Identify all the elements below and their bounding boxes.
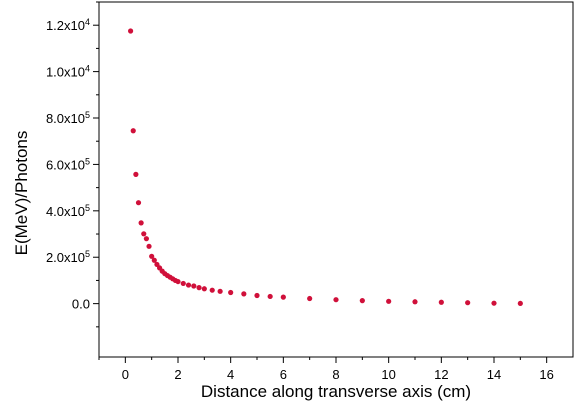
data-point <box>185 282 192 288</box>
data-point <box>280 294 286 300</box>
plot-frame <box>98 1 574 358</box>
y-tick-mantissa: 4.0x10 <box>46 204 85 219</box>
y-tick-label: 6.0x105 <box>46 156 90 172</box>
data-point <box>254 292 260 299</box>
x-axis-title: Distance along transverse axis (cm) <box>201 382 471 401</box>
x-tick-label: 10 <box>381 367 395 382</box>
x-tick-label: 12 <box>434 367 448 382</box>
y-tick-label: 0.0 <box>72 297 90 312</box>
data-point <box>135 200 142 206</box>
y-tick-exponent: 5 <box>85 203 90 213</box>
x-tick-label: 4 <box>227 367 234 382</box>
data-point <box>491 300 497 306</box>
data-point <box>307 295 313 302</box>
x-tick-label: 2 <box>174 367 181 382</box>
x-tick-label: 14 <box>487 367 501 382</box>
data-point <box>333 297 339 303</box>
y-tick-mantissa: 6.0x10 <box>46 157 85 172</box>
data-point <box>141 231 147 237</box>
y-tick-exponent: 4 <box>85 17 90 27</box>
data-point <box>217 288 223 294</box>
data-point <box>130 128 136 134</box>
y-tick-label: 4.0x105 <box>46 203 90 219</box>
data-point <box>241 291 247 297</box>
data-point <box>438 299 444 305</box>
data-point <box>180 280 186 287</box>
plot-border <box>98 1 574 358</box>
y-tick-mantissa: 1.0x10 <box>46 65 85 80</box>
data-point <box>191 283 197 289</box>
data-point <box>151 257 157 263</box>
x-tick-label: 16 <box>539 367 553 382</box>
x-tick-label: 6 <box>280 367 287 382</box>
y-tick-mantissa: 8.0x10 <box>46 111 85 126</box>
y-axis-title: E(MeV)/Photons <box>12 131 31 256</box>
data-points <box>128 28 523 307</box>
data-point <box>465 300 471 306</box>
data-point <box>228 289 234 296</box>
data-point <box>146 243 152 249</box>
y-tick-mantissa: 1.2x10 <box>46 18 85 33</box>
data-point <box>133 171 139 177</box>
x-tick-label: 8 <box>332 367 339 382</box>
y-tick-mantissa: 2.0x10 <box>46 250 85 265</box>
x-axis-ticks: 0 2 4 6 8 10 12 14 16 <box>98 357 554 382</box>
data-point <box>359 298 365 304</box>
y-tick-label: 1.0x104 <box>46 64 90 80</box>
y-tick-label: 1.2x104 <box>46 17 90 33</box>
data-point <box>149 253 155 259</box>
data-point <box>412 299 418 305</box>
y-tick-exponent: 5 <box>85 249 90 259</box>
y-tick-exponent: 5 <box>85 156 90 166</box>
data-point <box>138 220 144 226</box>
data-point <box>128 28 134 34</box>
data-point <box>143 236 149 242</box>
y-axis-ticks: 0.02.0x1054.0x1056.0x1058.0x1051.0x1041.… <box>46 1 99 328</box>
data-point <box>201 286 207 292</box>
y-tick-exponent: 4 <box>85 64 90 74</box>
data-point <box>175 278 181 285</box>
data-point <box>209 287 215 293</box>
y-tick-exponent: 5 <box>85 110 90 120</box>
data-point <box>386 298 392 304</box>
x-tick-label: 0 <box>122 367 129 382</box>
data-point <box>517 300 523 307</box>
data-point <box>196 285 202 291</box>
y-tick-label: 2.0x105 <box>46 249 90 265</box>
data-point <box>267 293 273 300</box>
y-tick-label: 8.0x105 <box>46 110 90 126</box>
y-tick-mantissa: 0.0 <box>72 297 90 312</box>
